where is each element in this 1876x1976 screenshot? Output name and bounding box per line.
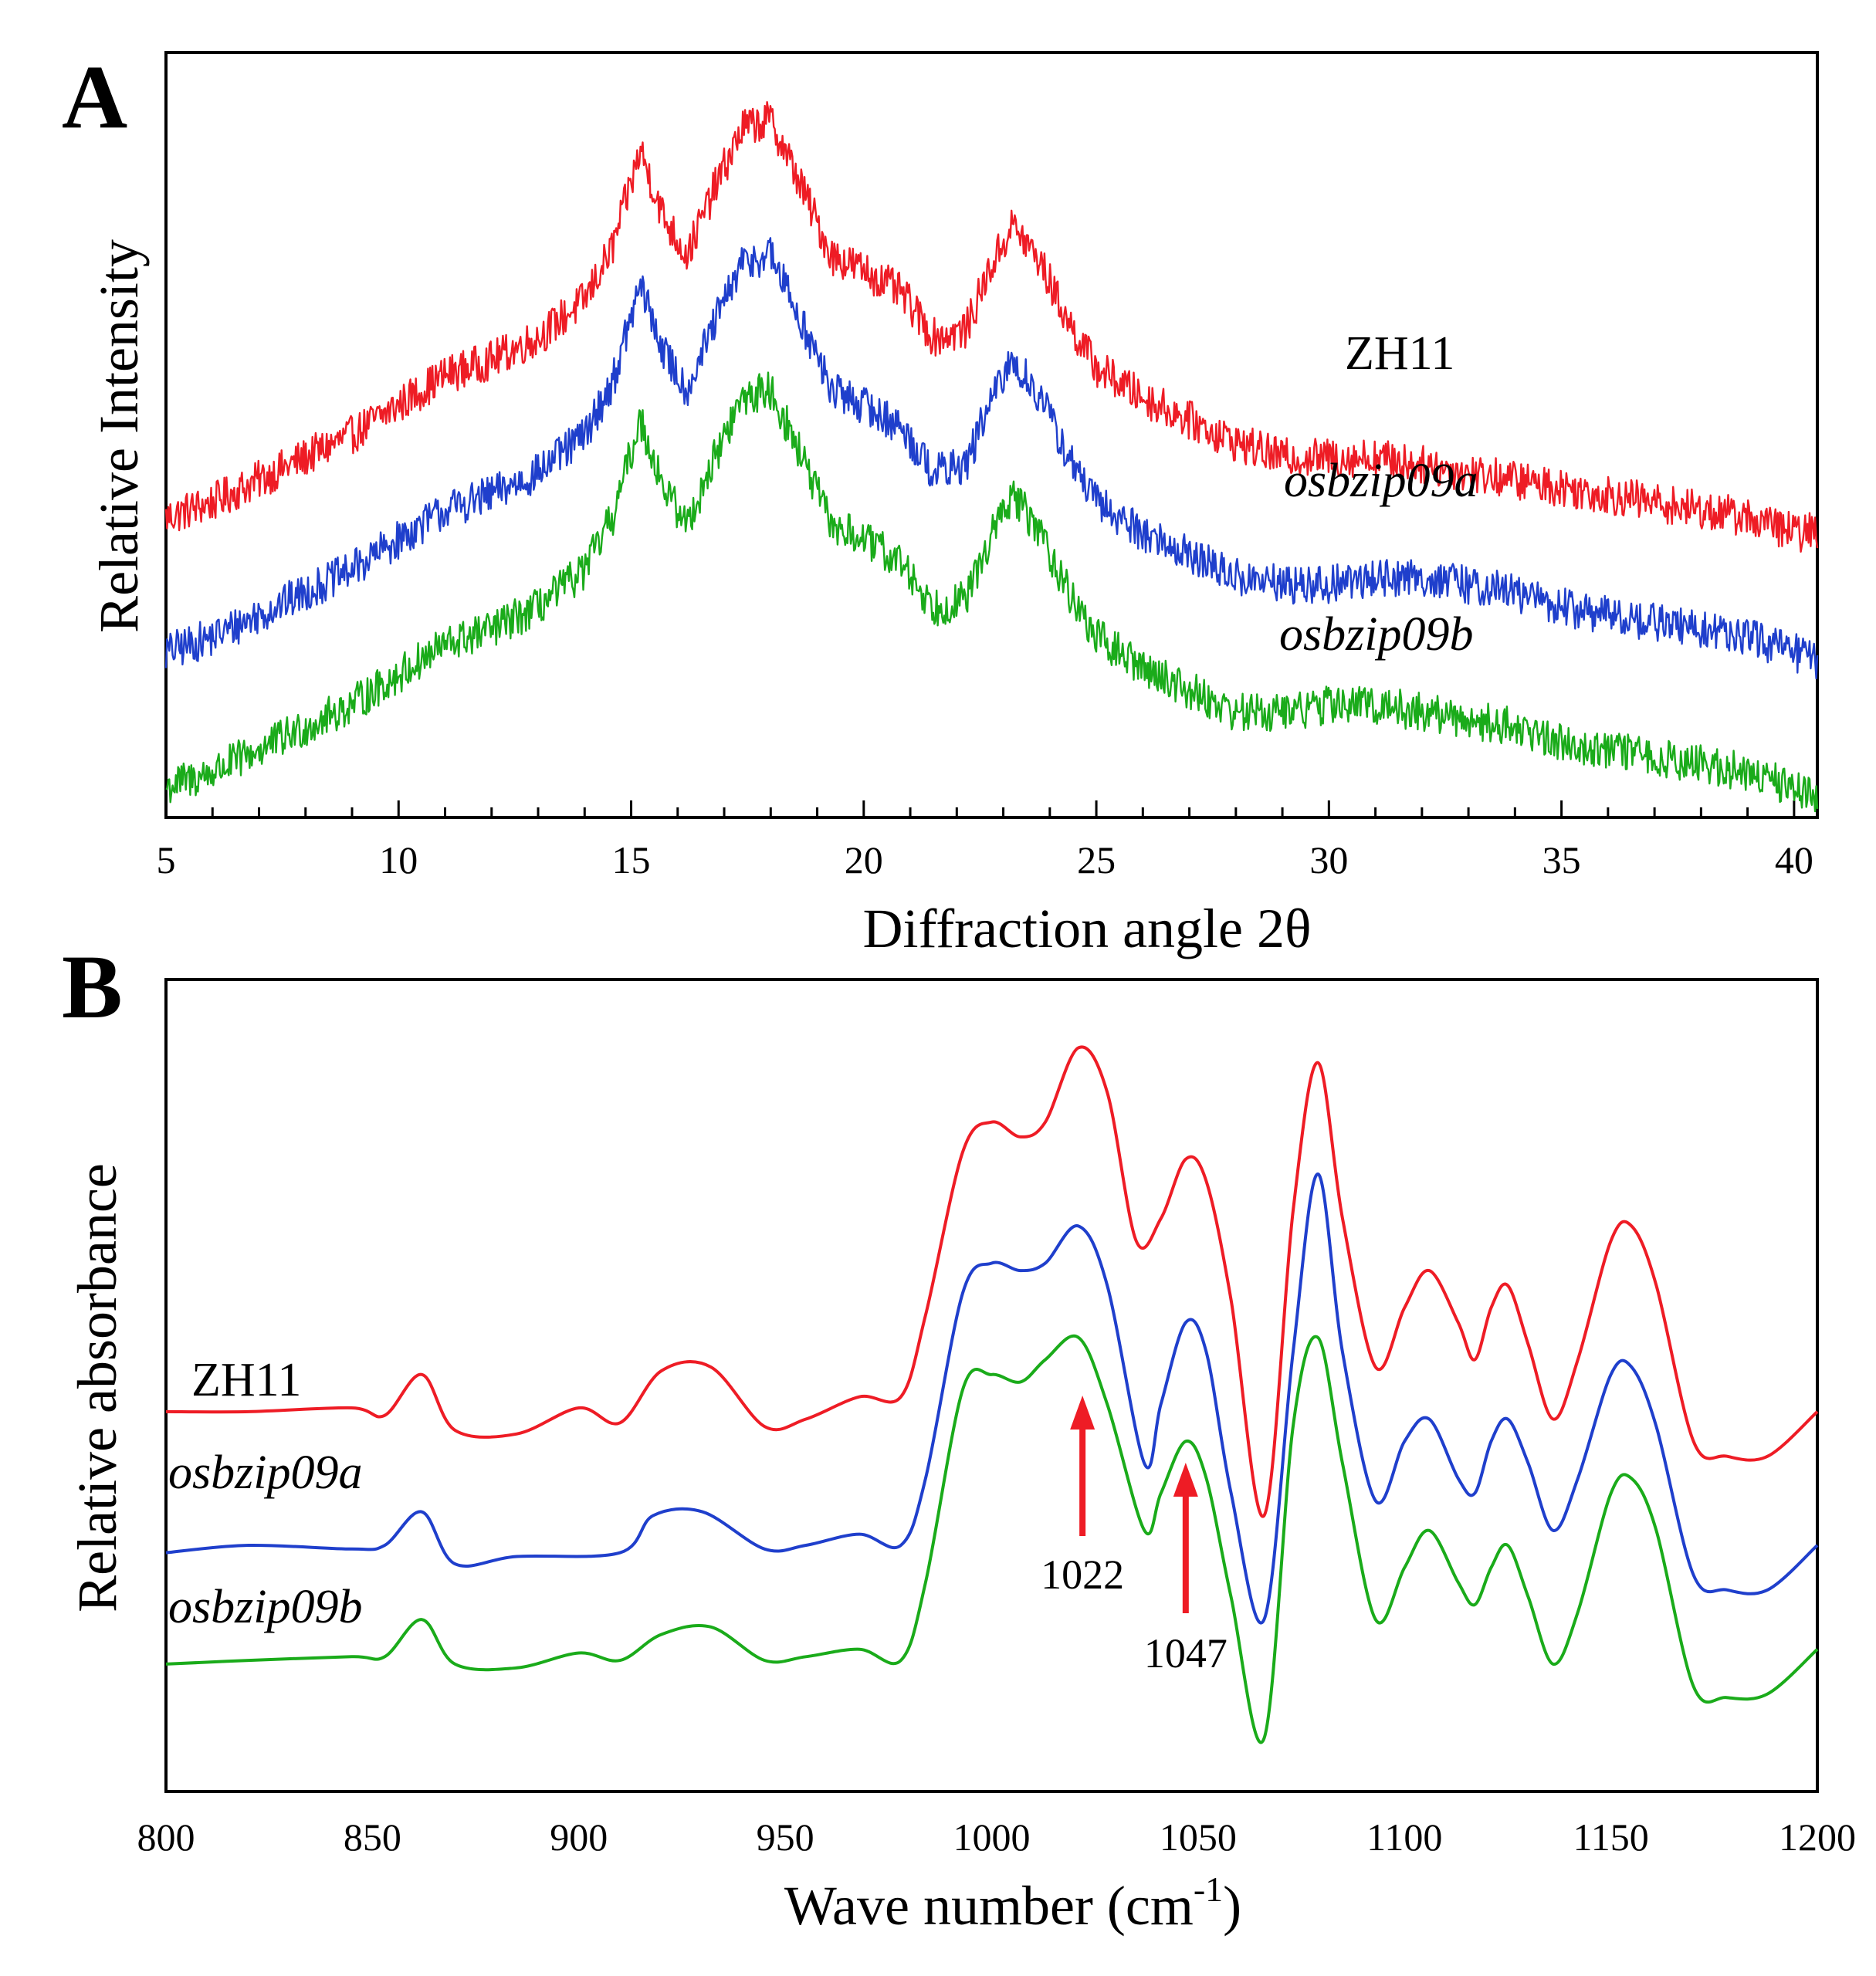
panel-a-x-tick-label: 20 — [845, 838, 883, 881]
panel-a-x-tick-label: 15 — [612, 838, 651, 881]
panel-a-series-group — [164, 101, 1819, 813]
panel-b-letter: B — [62, 936, 123, 1037]
panel-a-x-tick-label: 5 — [157, 838, 176, 881]
panel-a-x-tick-label: 40 — [1775, 838, 1813, 881]
panel-b-x-axis-title-main: Wave number (cm — [784, 1875, 1194, 1937]
panel-b: B 800 850 900 950 1000 1050 1100 1150 1200 10221… — [62, 936, 1856, 1937]
panel-b-x-tick-label: 1200 — [1779, 1815, 1856, 1859]
panel-b-series-line-osbzip09a — [165, 1172, 1819, 1625]
panel-b-x-tick-label: 1100 — [1366, 1815, 1442, 1859]
panel-a-series-label-osbzip09b: osbzip09b — [1279, 608, 1473, 661]
panel-b-x-tick-label: 850 — [344, 1815, 401, 1859]
panel-b-x-tick-label: 1000 — [953, 1815, 1031, 1859]
panel-a-x-tick-label: 25 — [1077, 838, 1116, 881]
panel-a-x-tick-label: 30 — [1309, 838, 1348, 881]
panel-b-x-tick-label: 800 — [137, 1815, 195, 1859]
panel-b-series-label-zh11: ZH11 — [191, 1354, 301, 1406]
panel-b-annotation-label-1047: 1047 — [1144, 1630, 1228, 1677]
panel-b-x-axis-title-end: ) — [1223, 1875, 1241, 1937]
panel-b-series-line-osbzip09b — [165, 1334, 1819, 1744]
panel-b-plot-frame — [164, 978, 1819, 1793]
panel-b-arrow-head-1022 — [1070, 1396, 1095, 1430]
panel-b-series-label-osbzip09a: osbzip09a — [168, 1446, 362, 1499]
panel-a-series-label-osbzip09a: osbzip09a — [1284, 455, 1478, 507]
panel-b-annotations: 1022 1047 — [1041, 1396, 1228, 1677]
panel-a-x-axis: 5 10 15 20 25 30 35 40 — [157, 800, 1813, 881]
panel-a-series-line-osbzip09b — [165, 371, 1819, 813]
panel-b-series-group — [165, 1045, 1819, 1744]
panel-b-y-axis-title: Relative absorbance — [66, 1163, 128, 1612]
panel-a-series-label-zh11: ZH11 — [1345, 327, 1454, 380]
panel-a-x-tick-label: 10 — [379, 838, 418, 881]
panel-b-x-tick-label: 1050 — [1160, 1815, 1237, 1859]
panel-b-x-axis-title-superscript: -1 — [1194, 1869, 1223, 1909]
panel-b-arrow-head-1047 — [1173, 1463, 1198, 1497]
panel-b-x-tick-label: 1150 — [1573, 1815, 1649, 1859]
panel-a-x-axis-title: Diffraction angle 2θ — [863, 898, 1312, 959]
panel-a-letter: A — [62, 46, 127, 147]
panel-b-x-axis: 800 850 900 950 1000 1050 1100 1150 1200 — [137, 1815, 1857, 1859]
panel-a-y-axis-title: Relative Intensity — [88, 239, 150, 633]
panel-a-plot-frame — [164, 51, 1819, 819]
panel-b-x-tick-label: 900 — [550, 1815, 608, 1859]
panel-b-series-label-osbzip09b: osbzip09b — [168, 1581, 362, 1633]
panel-a: A 5 10 15 20 25 30 35 40 ZH11 osbzip09a osbzip0… — [62, 46, 1819, 959]
panel-a-series-line-zh11 — [164, 101, 1819, 553]
panel-b-x-axis-title: Wave number (cm-1) — [784, 1869, 1241, 1937]
panel-b-series-line-zh11 — [165, 1045, 1819, 1518]
panel-b-annotation-label-1022: 1022 — [1041, 1551, 1124, 1598]
panel-a-series-line-osbzip09a — [164, 237, 1819, 680]
panel-a-x-tick-label: 35 — [1542, 838, 1581, 881]
panel-b-x-tick-label: 950 — [757, 1815, 814, 1859]
